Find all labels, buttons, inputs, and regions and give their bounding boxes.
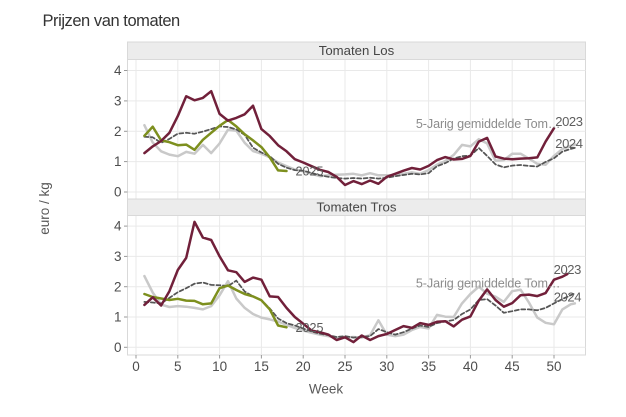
svg-text:2: 2 <box>114 124 122 139</box>
svg-text:Prijzen van tomaten: Prijzen van tomaten <box>43 12 181 30</box>
svg-text:Tomaten Los: Tomaten Los <box>319 43 395 58</box>
svg-text:5-Jarig gemiddelde Tom…: 5-Jarig gemiddelde Tom… <box>416 117 560 131</box>
svg-text:10: 10 <box>212 359 227 374</box>
svg-text:2024: 2024 <box>555 136 582 151</box>
svg-text:4: 4 <box>114 63 122 78</box>
svg-text:3: 3 <box>114 249 122 264</box>
svg-text:25: 25 <box>337 359 352 374</box>
svg-text:40: 40 <box>463 359 478 374</box>
svg-text:2023: 2023 <box>554 262 581 277</box>
svg-text:50: 50 <box>546 359 561 374</box>
svg-text:euro / kg: euro / kg <box>37 182 52 235</box>
svg-text:2025: 2025 <box>295 165 323 179</box>
svg-text:2023: 2023 <box>555 114 582 129</box>
svg-text:30: 30 <box>379 359 394 374</box>
svg-text:0: 0 <box>132 359 140 374</box>
svg-text:5: 5 <box>174 359 182 374</box>
svg-text:1: 1 <box>114 310 122 325</box>
svg-text:2025: 2025 <box>295 321 323 335</box>
svg-text:15: 15 <box>254 359 269 374</box>
svg-text:0: 0 <box>114 185 122 200</box>
svg-text:4: 4 <box>114 219 122 234</box>
svg-text:Week: Week <box>309 382 344 397</box>
svg-text:3: 3 <box>114 94 122 109</box>
svg-text:0: 0 <box>114 340 122 355</box>
svg-text:45: 45 <box>505 359 520 374</box>
svg-text:2024: 2024 <box>554 290 581 305</box>
svg-text:35: 35 <box>421 359 436 374</box>
svg-text:5-Jarig gemiddelde Tom…: 5-Jarig gemiddelde Tom… <box>416 277 560 291</box>
svg-text:1: 1 <box>114 154 122 169</box>
svg-text:Tomaten Tros: Tomaten Tros <box>317 199 397 214</box>
svg-text:2: 2 <box>114 279 122 294</box>
svg-text:20: 20 <box>296 359 311 374</box>
